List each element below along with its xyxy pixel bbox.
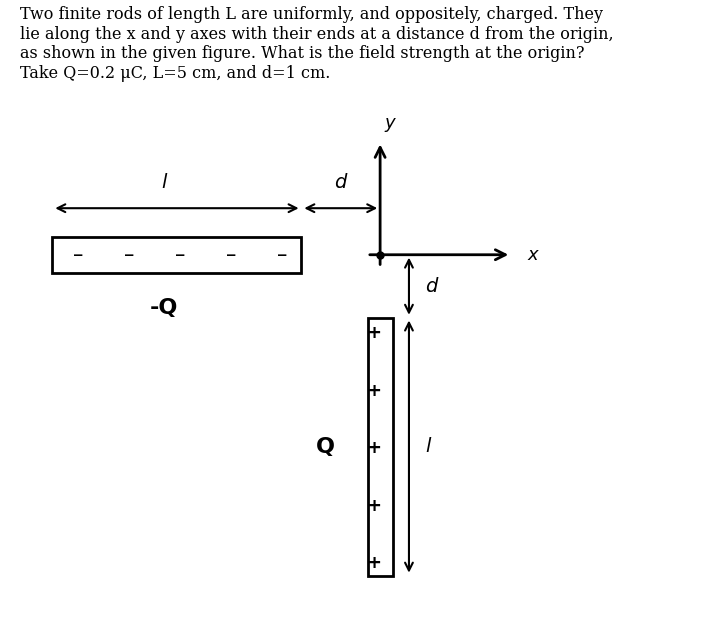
Text: +: +: [366, 439, 381, 457]
Text: x: x: [528, 246, 538, 264]
Text: y: y: [384, 114, 395, 132]
Text: l: l: [426, 437, 431, 456]
Text: +: +: [366, 325, 381, 342]
Text: Two finite rods of length L are uniformly, and oppositely, charged. They
lie alo: Two finite rods of length L are uniforml…: [20, 6, 613, 82]
Bar: [368, 318, 393, 576]
Text: -Q: -Q: [150, 298, 178, 318]
Text: –: –: [175, 245, 185, 265]
Bar: [53, 237, 302, 273]
Text: l: l: [161, 174, 167, 192]
Text: +: +: [366, 554, 381, 572]
Text: d: d: [334, 174, 347, 192]
Text: +: +: [366, 382, 381, 400]
Text: –: –: [277, 245, 287, 265]
Text: –: –: [124, 245, 135, 265]
Text: –: –: [73, 245, 84, 265]
Text: d: d: [426, 277, 438, 296]
Text: +: +: [366, 496, 381, 515]
Text: Q: Q: [316, 437, 335, 457]
Text: –: –: [226, 245, 236, 265]
